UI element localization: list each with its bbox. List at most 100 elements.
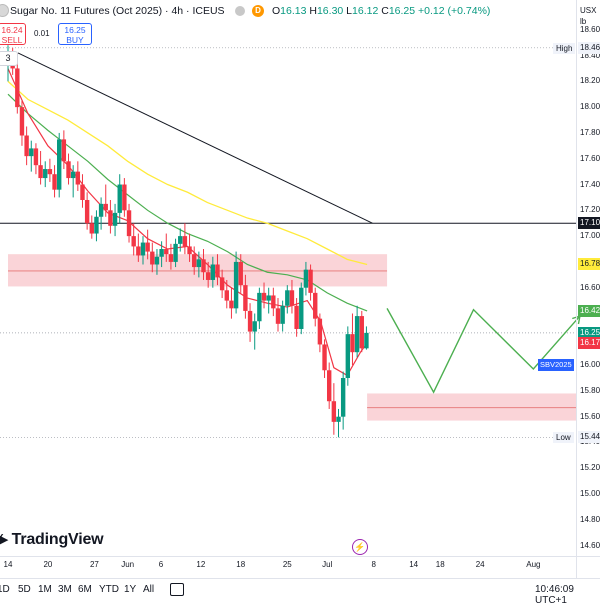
candle-body: [24, 135, 29, 157]
price-tag-label-low: Low: [553, 432, 574, 444]
price-tag-level-17-10: 17.10: [578, 217, 600, 230]
candle-body: [257, 292, 262, 322]
candle-body: [331, 401, 337, 422]
candle-body: [364, 332, 369, 349]
time-axis-tick: 20: [43, 560, 53, 569]
ohlc-open-value: 16.13: [280, 5, 307, 17]
ohlc-low-value: 16.12: [352, 5, 379, 17]
candle-body: [112, 212, 118, 226]
candle-body: [52, 174, 57, 190]
candle-body: [210, 264, 216, 280]
candle-body: [219, 277, 225, 291]
bottom-toolbar: 1D 5D 1M 3M 6M YTD 1Y All 10:46:09 UTC+1: [0, 578, 600, 606]
candle-body: [29, 148, 34, 157]
candle-body: [122, 184, 127, 211]
currency-code: USX: [580, 6, 597, 15]
candle-body: [47, 169, 53, 175]
candle-body: [326, 370, 332, 402]
price-axis-tick: 17.60: [580, 153, 600, 163]
candle-body: [252, 321, 257, 332]
candle-body: [308, 269, 313, 293]
clock-readout[interactable]: 10:46:09 UTC+1: [535, 584, 574, 606]
candle-body: [201, 259, 206, 273]
candle-body: [98, 203, 104, 217]
candle-body: [43, 169, 48, 179]
candle-body: [164, 249, 169, 255]
candle-body: [33, 148, 39, 166]
candle-body: [317, 318, 323, 345]
time-axis-tick: Jul: [322, 560, 333, 569]
timeframe-1y[interactable]: 1Y: [124, 584, 137, 595]
candle-body: [168, 254, 174, 262]
indicators-toggle[interactable]: 3: [0, 51, 18, 66]
timeframe-ytd[interactable]: YTD: [99, 584, 119, 595]
projection-path: [386, 308, 581, 394]
candle-body: [84, 200, 90, 224]
ohlc-high-key: H: [309, 5, 317, 17]
timeframe-all[interactable]: All: [143, 584, 155, 595]
candle-body: [215, 264, 220, 278]
timeframe-5d[interactable]: 5D: [18, 584, 31, 595]
supply-demand-zone: [8, 254, 388, 287]
symbol-title[interactable]: Sugar No. 11 Futures (Oct 2025) · 4h · I…: [10, 5, 225, 17]
time-axis-tick: 18: [236, 560, 246, 569]
chart-header: Sugar No. 11 Futures (Oct 2025) · 4h · I…: [0, 0, 600, 22]
candle-body: [94, 216, 99, 234]
time-axis-tick: 14: [409, 560, 419, 569]
candle-body: [275, 308, 281, 324]
time-axis-tick: 25: [282, 560, 292, 569]
candle-body: [266, 295, 271, 301]
sell-label: SELL: [1, 35, 23, 45]
currency-unit-label: lb: [580, 17, 587, 26]
events-lightning-icon[interactable]: ⚡: [352, 539, 368, 555]
candle-body: [75, 171, 81, 185]
price-tag-ema-green: 16.42: [578, 304, 600, 317]
timeframe-3m[interactable]: 3M: [58, 584, 72, 595]
price-tag-ema-yellow: 16.78: [578, 258, 600, 271]
candle-body: [70, 171, 76, 179]
currency-unit[interactable]: USX lb: [580, 5, 596, 27]
time-axis-tick: 24: [475, 560, 485, 569]
calendar-icon[interactable]: [170, 583, 184, 596]
price-axis-tick: 18.60: [580, 24, 600, 34]
price-axis-tick: 16.60: [580, 282, 600, 292]
candle-body: [140, 242, 146, 256]
candle-body: [354, 316, 360, 353]
sell-price: 16.24: [1, 25, 23, 35]
candle-body: [229, 300, 234, 309]
candle-body: [38, 165, 43, 179]
candle-body: [154, 256, 160, 265]
candle-body: [205, 272, 211, 280]
candle-body: [271, 295, 276, 309]
candle-body: [247, 310, 253, 332]
candle-body: [345, 334, 351, 378]
price-axis-tick: 15.00: [580, 489, 600, 499]
candle-body: [233, 261, 239, 309]
price-tag-label-high: High: [553, 42, 576, 54]
ohlc-low-key: L: [346, 5, 353, 17]
price-axis-tick: 15.80: [580, 385, 600, 395]
time-axis-tick: 18: [435, 560, 445, 569]
ema-yellow-line: [7, 80, 368, 266]
buy-button[interactable]: 16.25 BUY: [58, 23, 92, 45]
delayed-data-badge[interactable]: D: [252, 5, 264, 17]
candle-body: [289, 290, 295, 306]
candle-body: [322, 344, 327, 371]
visibility-icon[interactable]: [235, 6, 245, 16]
timeframe-1m[interactable]: 1M: [38, 584, 52, 595]
sell-button[interactable]: 16.24 SELL: [0, 23, 26, 45]
candle-body: [350, 334, 355, 353]
timeframe-1d[interactable]: 1D: [0, 584, 10, 595]
candle-body: [359, 316, 364, 349]
trendline: [17, 52, 373, 224]
timeframe-6m[interactable]: 6M: [78, 584, 92, 595]
spread-value: 0.01: [34, 29, 50, 38]
price-axis-tick: 17.40: [580, 179, 600, 189]
tradingview-mark-icon: ⁄▸: [0, 531, 8, 548]
candle-body: [145, 242, 150, 252]
candle-body: [15, 68, 20, 108]
ema-red-line: [7, 68, 368, 377]
indicators-count: 3: [5, 53, 11, 63]
candle-body: [340, 378, 346, 417]
